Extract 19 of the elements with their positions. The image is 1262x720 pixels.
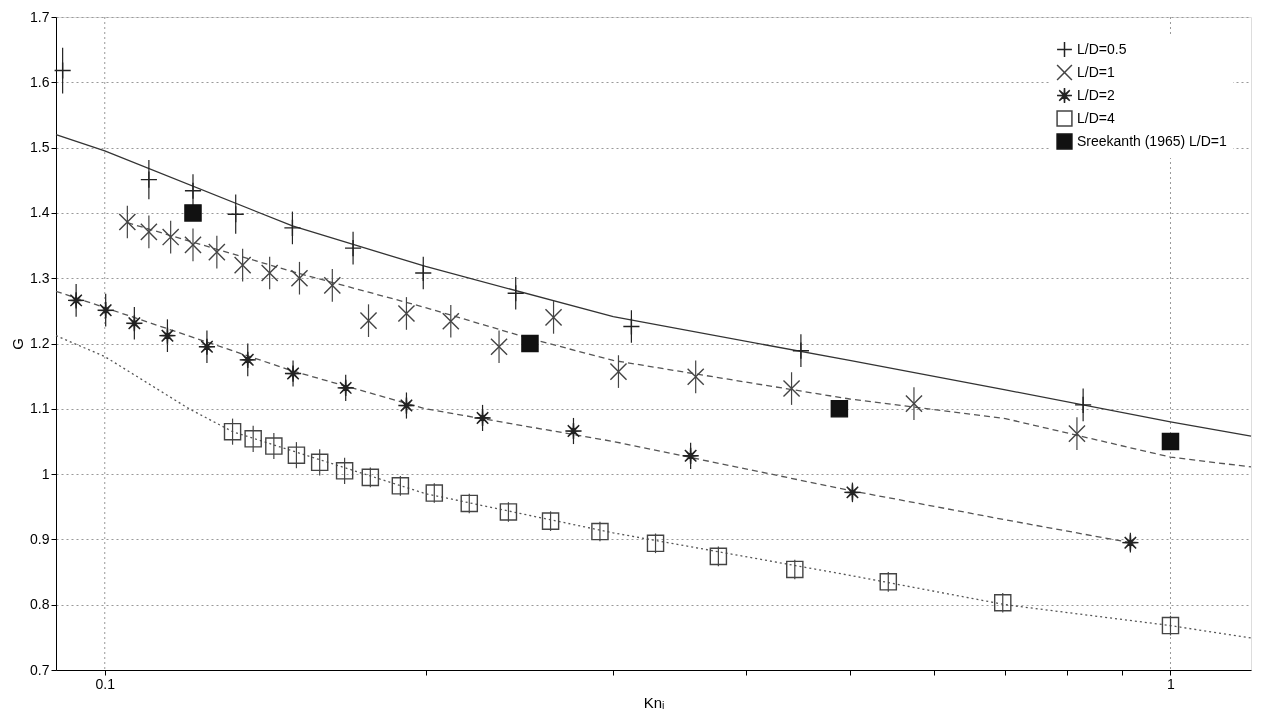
legend-label: Sreekanth (1965) L/D=1: [1077, 132, 1228, 149]
x-axis-title: Knᵢ: [643, 693, 665, 711]
x-tick-label: 0.1: [95, 675, 116, 692]
y-tick-label: 0.9: [30, 530, 50, 547]
y-tick-label: 1.5: [30, 139, 50, 156]
y-axis-title: G: [9, 338, 27, 350]
legend-label: L/D=1: [1077, 63, 1115, 80]
y-tick-label: 1.2: [30, 335, 50, 351]
y-tick-label: 1.4: [30, 204, 50, 221]
legend-label: L/D=0.5: [1077, 40, 1127, 57]
y-tick-label: 1: [41, 465, 50, 482]
y-tick-label: 0.7: [30, 661, 50, 678]
legend-label: L/D=2: [1077, 86, 1115, 103]
y-tick-label: 1.1: [30, 400, 50, 417]
y-tick-label: 1.7: [30, 8, 50, 25]
legend-label: L/D=4: [1077, 109, 1115, 126]
y-tick-label: 1.6: [30, 73, 50, 90]
y-tick-label: 0.8: [30, 596, 50, 613]
y-tick-label: 1.3: [30, 269, 50, 286]
